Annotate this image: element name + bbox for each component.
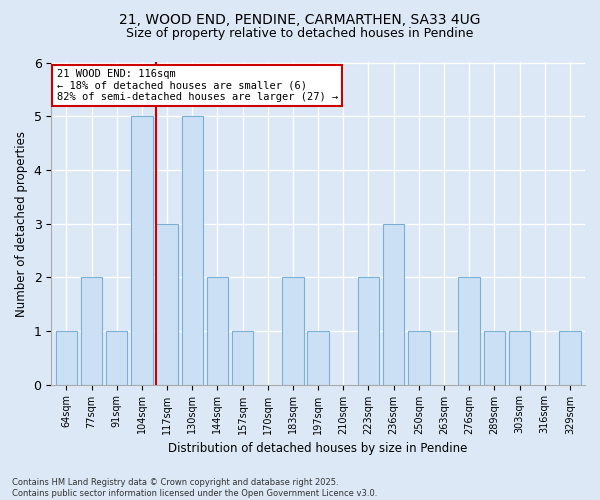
Bar [559, 331, 581, 384]
Bar [157, 224, 178, 384]
Bar [458, 277, 480, 384]
Bar [131, 116, 152, 384]
X-axis label: Distribution of detached houses by size in Pendine: Distribution of detached houses by size … [169, 442, 468, 455]
Bar [408, 331, 430, 384]
Bar [358, 277, 379, 384]
Bar [207, 277, 228, 384]
Bar [484, 331, 505, 384]
Text: 21 WOOD END: 116sqm
← 18% of detached houses are smaller (6)
82% of semi-detache: 21 WOOD END: 116sqm ← 18% of detached ho… [56, 69, 338, 102]
Bar [56, 331, 77, 384]
Bar [81, 277, 102, 384]
Text: 21, WOOD END, PENDINE, CARMARTHEN, SA33 4UG: 21, WOOD END, PENDINE, CARMARTHEN, SA33 … [119, 12, 481, 26]
Bar [232, 331, 253, 384]
Bar [106, 331, 127, 384]
Text: Size of property relative to detached houses in Pendine: Size of property relative to detached ho… [127, 28, 473, 40]
Y-axis label: Number of detached properties: Number of detached properties [15, 130, 28, 316]
Bar [509, 331, 530, 384]
Bar [282, 277, 304, 384]
Bar [307, 331, 329, 384]
Bar [383, 224, 404, 384]
Bar [182, 116, 203, 384]
Text: Contains HM Land Registry data © Crown copyright and database right 2025.
Contai: Contains HM Land Registry data © Crown c… [12, 478, 377, 498]
